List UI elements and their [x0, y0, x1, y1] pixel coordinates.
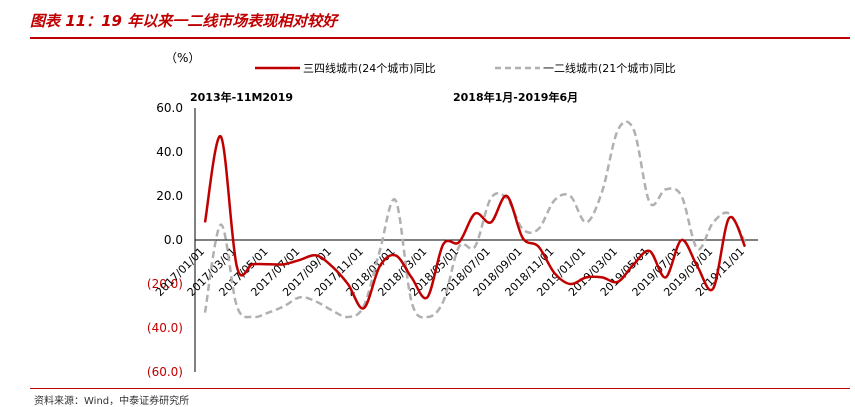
legend-label-series-1: 三四线城市(24个城市)同比 [303, 61, 436, 75]
y-tick-label: (20.0) [147, 277, 183, 291]
y-tick-label: 60.0 [156, 101, 183, 115]
y-tick-label: 20.0 [156, 189, 183, 203]
series-lines [203, 120, 747, 319]
x-tick-labels: 2017/01/012017/03/012017/05/012017/07/01… [153, 245, 747, 299]
figure-title: 图表 11：19 年以来一二线市场表现相对较好 [30, 12, 338, 30]
y-tick-label: 40.0 [156, 145, 183, 159]
y-tick-label: (60.0) [147, 365, 183, 379]
legend-label-series-2: 一二线城市(21个城市)同比 [543, 61, 676, 75]
y-tick-label: 0.0 [164, 233, 183, 247]
annotation-period-2: 2018年1月-2019年6月 [453, 90, 578, 104]
bottom-rule [30, 388, 850, 389]
legend: 三四线城市(24个城市)同比 一二线城市(21个城市)同比 [255, 61, 676, 75]
y-unit-label: （%） [165, 51, 200, 65]
series-line-tier12 [203, 120, 747, 319]
series-line-tier34 [203, 135, 747, 310]
y-tick-labels: (60.0) (40.0) (20.0) 0.0 20.0 40.0 60.0 [147, 101, 183, 379]
y-tick-label: (40.0) [147, 321, 183, 335]
source-note: 资料来源：Wind，中泰证券研究所 [34, 396, 190, 407]
title-rule [30, 37, 850, 39]
annotation-period-1: 2013年-11M2019 [190, 90, 293, 104]
